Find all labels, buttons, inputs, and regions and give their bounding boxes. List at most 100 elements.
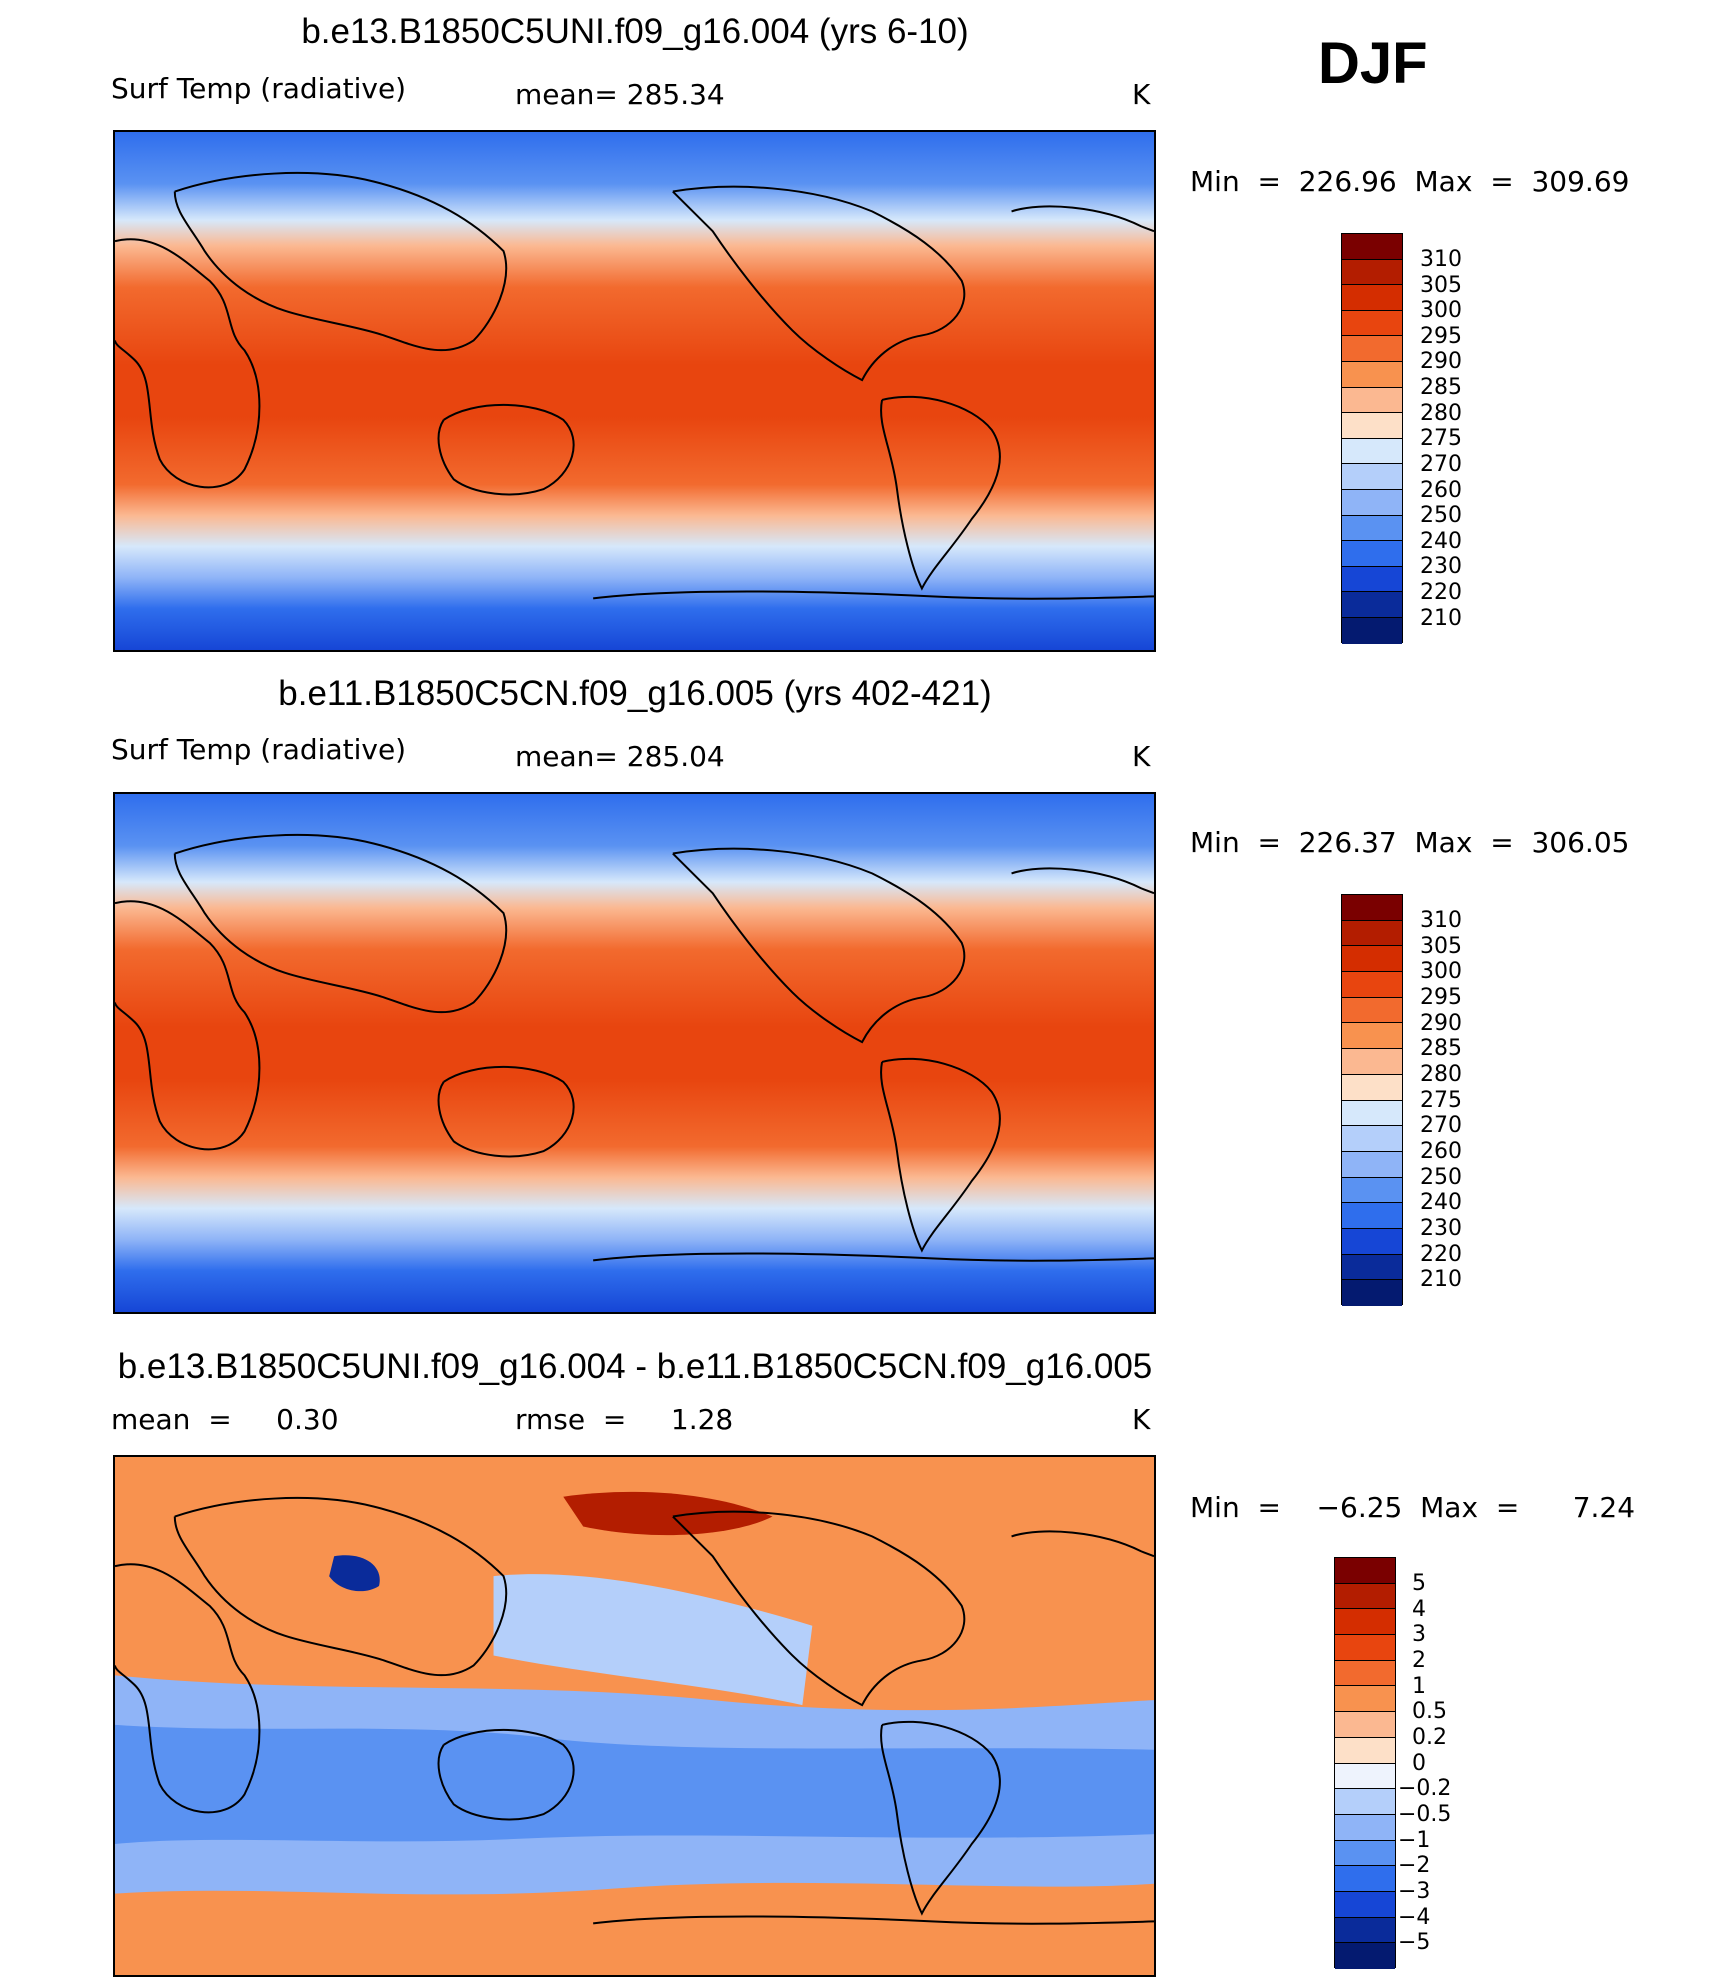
legend-tick-label: 230 <box>1420 1216 1462 1241</box>
legend-swatch <box>1335 1609 1395 1636</box>
legend-swatch <box>1342 464 1402 490</box>
legend-tick-label: 270 <box>1420 1113 1462 1138</box>
legend-swatch <box>1342 234 1402 260</box>
legend-swatch <box>1342 566 1402 593</box>
legend-tick-label: 4 <box>1412 1597 1426 1622</box>
legend-swatch <box>1335 1763 1395 1790</box>
panel-3-rmse: rmse = 1.28 <box>515 1403 734 1436</box>
legend-tick-label: 240 <box>1420 1190 1462 1215</box>
legend-swatch <box>1342 617 1402 644</box>
legend-swatch <box>1342 1203 1402 1229</box>
legend-swatch <box>1342 920 1402 947</box>
legend-swatch <box>1335 1789 1395 1815</box>
season-label: DJF <box>1318 31 1428 96</box>
legend-swatch <box>1335 1840 1395 1867</box>
panel-2-field-name: Surf Temp (radiative) <box>111 733 407 766</box>
legend-tick-label: 305 <box>1420 273 1462 298</box>
legend-swatch <box>1342 413 1402 439</box>
legend-tick-label: 275 <box>1420 1088 1462 1113</box>
panel-1-title: b.e13.B1850C5UNI.f09_g16.004 (yrs 6-10) <box>301 12 969 51</box>
legend-swatch <box>1335 1583 1395 1610</box>
panel-2-map <box>113 792 1156 1314</box>
legend-tick-label: −0.2 <box>1398 1776 1452 1801</box>
panel-3-mean: mean = 0.30 <box>111 1403 339 1436</box>
legend-tick-label: 210 <box>1420 1267 1462 1292</box>
legend-tick-label: 5 <box>1412 1571 1426 1596</box>
legend-tick-label: 270 <box>1420 452 1462 477</box>
legend-swatch <box>1342 1151 1402 1178</box>
legend-tick-label: 285 <box>1420 375 1462 400</box>
legend-swatch <box>1342 438 1402 465</box>
panel-1-field-name: Surf Temp (radiative) <box>111 72 407 105</box>
legend-tick-label: −5 <box>1398 1930 1431 1955</box>
legend-swatch <box>1335 1943 1395 1969</box>
legend-swatch <box>1335 1737 1395 1764</box>
legend-tick-label: 240 <box>1420 529 1462 554</box>
legend-tick-label: 295 <box>1420 985 1462 1010</box>
legend-tick-label: 210 <box>1420 606 1462 631</box>
legend-tick-label: 250 <box>1420 503 1462 528</box>
legend-swatch <box>1342 541 1402 567</box>
legend-tick-label: 250 <box>1420 1165 1462 1190</box>
panel-1-map <box>113 130 1156 652</box>
legend-tick-label: 220 <box>1420 1242 1462 1267</box>
legend-tick-label: −0.5 <box>1398 1802 1452 1827</box>
legend-swatch <box>1335 1558 1395 1584</box>
legend-swatch <box>1342 592 1402 618</box>
panel-2-legend <box>1341 894 1403 1306</box>
legend-swatch <box>1342 489 1402 516</box>
legend-swatch <box>1342 1228 1402 1255</box>
panel-1-mean: mean= 285.34 <box>515 78 725 111</box>
legend-swatch <box>1342 1126 1402 1152</box>
legend-swatch <box>1342 259 1402 286</box>
panel-3-legend <box>1334 1557 1396 1969</box>
legend-tick-label: 260 <box>1420 478 1462 503</box>
panel-2-field <box>115 794 1154 1312</box>
panel-3-units: K <box>1132 1403 1151 1436</box>
legend-swatch <box>1335 1866 1395 1892</box>
panel-3-coastlines <box>115 1496 1154 1925</box>
legend-swatch <box>1342 1074 1402 1101</box>
legend-tick-label: 300 <box>1420 298 1462 323</box>
panel-2-coastlines <box>115 833 1154 1262</box>
legend-swatch <box>1342 895 1402 921</box>
panel-2-units: K <box>1132 740 1151 773</box>
legend-swatch <box>1342 361 1402 388</box>
legend-swatch <box>1342 387 1402 414</box>
panel-1-legend <box>1341 233 1403 644</box>
legend-tick-label: 260 <box>1420 1139 1462 1164</box>
legend-swatch <box>1335 1917 1395 1944</box>
legend-swatch <box>1342 997 1402 1024</box>
legend-swatch <box>1342 285 1402 311</box>
legend-swatch <box>1335 1660 1395 1687</box>
legend-swatch <box>1335 1814 1395 1841</box>
legend-tick-label: 1 <box>1412 1674 1426 1699</box>
legend-swatch <box>1342 972 1402 998</box>
legend-swatch <box>1335 1635 1395 1661</box>
panel-3-anomaly-patches <box>115 1491 1154 1975</box>
legend-tick-label: 3 <box>1412 1622 1426 1647</box>
legend-tick-label: −2 <box>1398 1853 1431 1878</box>
panel-3-minmax: Min = −6.25 Max = 7.24 <box>1190 1491 1636 1524</box>
panel-3-title: b.e13.B1850C5UNI.f09_g16.004 - b.e11.B18… <box>117 1347 1153 1386</box>
legend-tick-label: 300 <box>1420 959 1462 984</box>
panel-2-mean: mean= 285.04 <box>515 740 725 773</box>
legend-tick-label: 290 <box>1420 349 1462 374</box>
legend-tick-label: 285 <box>1420 1036 1462 1061</box>
legend-tick-label: 230 <box>1420 554 1462 579</box>
legend-tick-label: 280 <box>1420 401 1462 426</box>
legend-swatch <box>1342 1023 1402 1050</box>
legend-swatch <box>1342 515 1402 542</box>
legend-tick-label: 295 <box>1420 324 1462 349</box>
legend-swatch <box>1342 1100 1402 1127</box>
legend-swatch <box>1335 1891 1395 1918</box>
legend-tick-label: 280 <box>1420 1062 1462 1087</box>
legend-tick-label: 275 <box>1420 426 1462 451</box>
legend-tick-label: −4 <box>1398 1905 1431 1930</box>
panel-1-field <box>115 132 1154 650</box>
legend-swatch <box>1342 1177 1402 1204</box>
legend-tick-label: −1 <box>1398 1828 1431 1853</box>
legend-swatch <box>1342 1254 1402 1281</box>
panel-3-map <box>113 1455 1156 1977</box>
legend-tick-label: 310 <box>1420 908 1462 933</box>
